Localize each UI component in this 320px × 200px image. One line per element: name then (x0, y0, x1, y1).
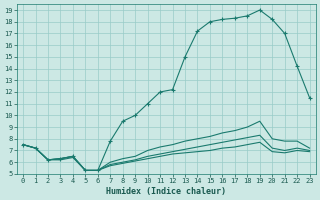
X-axis label: Humidex (Indice chaleur): Humidex (Indice chaleur) (106, 187, 226, 196)
